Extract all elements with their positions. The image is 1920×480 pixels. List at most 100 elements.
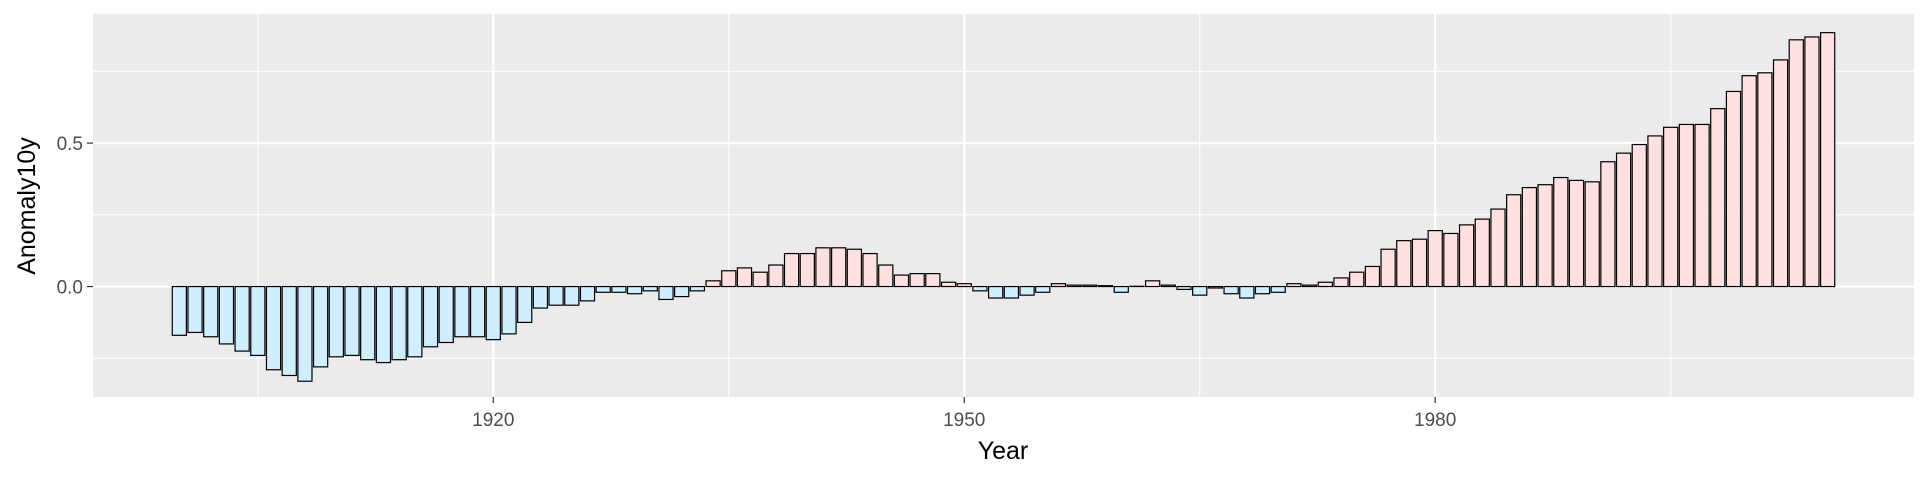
bar-1931 xyxy=(658,285,674,301)
bar-1916 xyxy=(422,285,439,348)
bar-1934 xyxy=(705,280,721,288)
bar-1930 xyxy=(642,285,658,292)
bar-1995 xyxy=(1663,126,1679,288)
bar-1973 xyxy=(1317,281,1333,288)
bar-1989 xyxy=(1568,179,1585,288)
bar-1978 xyxy=(1396,240,1412,288)
bar-1910 xyxy=(328,285,344,358)
bar-2002 xyxy=(1772,59,1789,288)
bar-1964 xyxy=(1176,285,1192,291)
bar-1950 xyxy=(956,283,972,288)
bar-1926 xyxy=(579,285,596,302)
x-axis-ticks: 1920 1950 1980 xyxy=(472,397,1456,431)
bar-1911 xyxy=(344,285,360,357)
bar-1902 xyxy=(203,285,219,338)
bar-1979 xyxy=(1411,238,1428,288)
bar-1906 xyxy=(265,285,282,371)
bar-1974 xyxy=(1333,277,1349,288)
bar-2000 xyxy=(1741,75,1757,288)
bar-1955 xyxy=(1035,285,1051,293)
bar-1927 xyxy=(595,285,611,293)
bar-1948 xyxy=(925,273,941,288)
bar-1929 xyxy=(626,285,643,295)
bar-1915 xyxy=(407,285,423,358)
bar-1966 xyxy=(1207,285,1224,289)
bar-1986 xyxy=(1521,186,1538,288)
bar-1912 xyxy=(360,285,376,361)
y-tick-label: 0.0 xyxy=(57,278,83,299)
bar-1953 xyxy=(1003,285,1020,299)
bar-1942 xyxy=(831,247,847,288)
bar-1991 xyxy=(1600,161,1616,288)
bar-1994 xyxy=(1647,135,1663,288)
bar-1901 xyxy=(187,285,203,334)
bar-1983 xyxy=(1474,218,1490,288)
bar-1993 xyxy=(1631,143,1647,288)
bar-1900 xyxy=(171,285,188,336)
bar-1936 xyxy=(736,267,753,288)
x-tick-label: 1980 xyxy=(1414,410,1456,431)
bar-1963 xyxy=(1160,284,1176,288)
bar-1939 xyxy=(783,252,800,288)
bar-1904 xyxy=(234,285,250,352)
bar-1968 xyxy=(1239,285,1255,299)
bar-1982 xyxy=(1458,224,1475,288)
bar-1990 xyxy=(1584,181,1600,288)
x-axis-title: Year xyxy=(978,437,1029,465)
bar-1938 xyxy=(768,264,784,288)
bar-1928 xyxy=(611,285,627,293)
bar-1992 xyxy=(1615,152,1632,288)
bar-1957 xyxy=(1066,284,1082,288)
bar-1923 xyxy=(532,285,549,309)
bar-1932 xyxy=(674,285,690,298)
bar-1980 xyxy=(1427,230,1443,288)
bar-1946 xyxy=(893,274,910,288)
bar-2005 xyxy=(1819,32,1836,288)
y-axis-title: Anomaly10y xyxy=(13,137,41,275)
bar-1997 xyxy=(1694,123,1710,288)
bar-2001 xyxy=(1757,72,1773,288)
bar-1937 xyxy=(752,271,768,288)
bar-1941 xyxy=(815,247,831,288)
bar-1972 xyxy=(1301,284,1318,288)
bar-1919 xyxy=(469,285,486,338)
bar-1985 xyxy=(1506,194,1522,288)
bar-1996 xyxy=(1678,123,1695,288)
bar-1962 xyxy=(1144,280,1161,288)
y-tick-label: 0.5 xyxy=(57,134,83,155)
bar-1909 xyxy=(312,285,329,368)
bar-1935 xyxy=(721,270,737,288)
bar-1951 xyxy=(972,285,988,292)
bar-1933 xyxy=(689,285,706,292)
bar-1925 xyxy=(564,285,580,306)
y-axis-ticks: 0.0 0.5 xyxy=(57,134,93,299)
bar-1917 xyxy=(438,285,454,344)
bar-1981 xyxy=(1443,232,1459,288)
bar-1920 xyxy=(485,285,501,341)
bar-1949 xyxy=(940,281,957,288)
bar-1987 xyxy=(1537,184,1553,288)
bar-1914 xyxy=(391,285,407,361)
bar-1907 xyxy=(281,285,297,377)
bar-1999 xyxy=(1725,90,1742,288)
bar-1954 xyxy=(1019,285,1035,296)
bar-1908 xyxy=(297,285,313,382)
bars-group xyxy=(171,32,1836,382)
bar-1971 xyxy=(1286,283,1302,288)
x-tick-label: 1950 xyxy=(943,410,985,431)
bar-1998 xyxy=(1710,108,1726,288)
x-tick-label: 1920 xyxy=(472,410,514,431)
bar-2004 xyxy=(1804,36,1820,288)
bar-1967 xyxy=(1223,285,1239,295)
bar-1913 xyxy=(375,285,392,364)
bar-1965 xyxy=(1192,285,1208,296)
bar-1922 xyxy=(517,285,533,324)
bar-1988 xyxy=(1553,176,1569,288)
bar-1984 xyxy=(1490,208,1506,288)
bar-1975 xyxy=(1349,271,1365,288)
bar-1947 xyxy=(909,273,925,288)
bar-1921 xyxy=(501,285,517,335)
bar-1943 xyxy=(846,248,863,288)
bar-1960 xyxy=(1113,285,1129,293)
